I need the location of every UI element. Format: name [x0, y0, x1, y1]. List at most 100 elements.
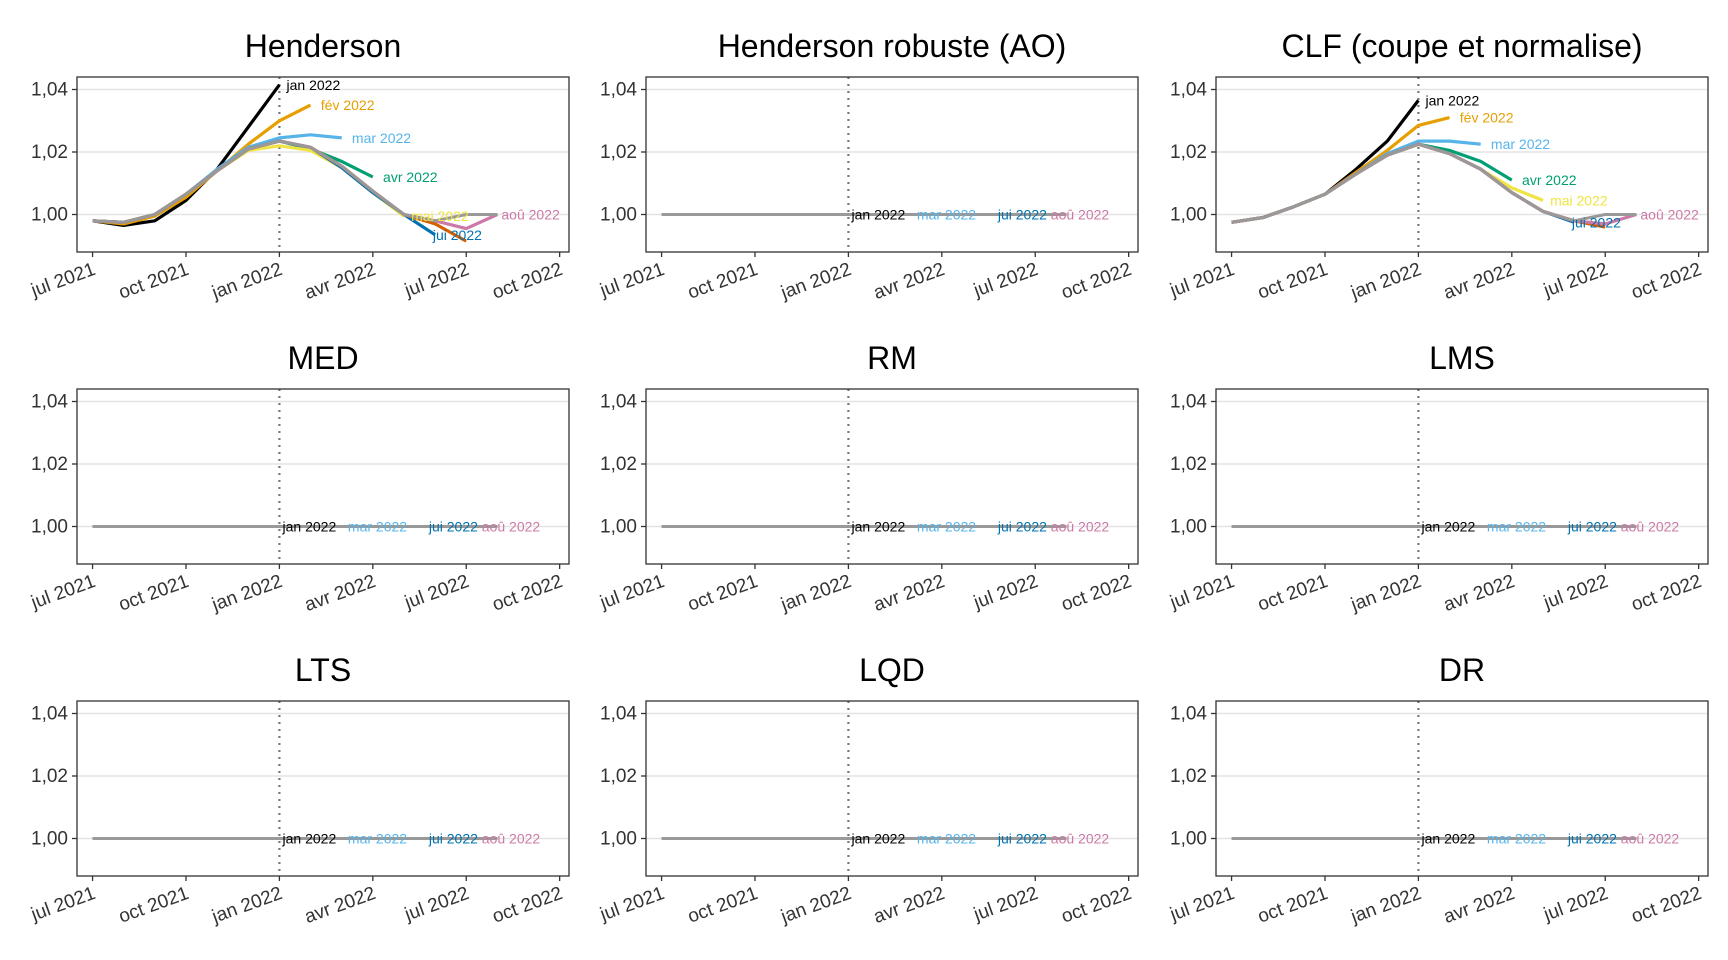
- x-tick-label: oct 2021: [116, 883, 192, 928]
- series-label: fév 2022: [321, 97, 375, 113]
- x-tick-label: oct 2021: [685, 883, 761, 928]
- x-tick-label: jan 2022: [777, 883, 854, 928]
- x-tick-label: avr 2022: [871, 571, 948, 616]
- x-tick-label: avr 2022: [1441, 883, 1518, 928]
- series-label: aoû 2022: [501, 207, 560, 223]
- y-tick-label: 1,02: [31, 766, 68, 787]
- x-tick-label: oct 2022: [1059, 259, 1135, 304]
- series-label: mai 2022: [1550, 192, 1608, 208]
- panel-frame: [1215, 388, 1709, 565]
- panel-frame: [76, 388, 570, 565]
- series-label: mar 2022: [1487, 519, 1546, 535]
- series-label: jui 2022: [997, 519, 1047, 535]
- series-line: [92, 139, 467, 243]
- x-tick-label: oct 2022: [490, 883, 566, 928]
- series-label: jui 2022: [1571, 214, 1621, 230]
- series-label: fév 2022: [1460, 110, 1514, 126]
- series-label: aoû 2022: [482, 831, 541, 847]
- y-tick-label: 1,02: [31, 454, 68, 475]
- x-tick-label: jan 2022: [208, 259, 285, 304]
- series-label: jan 2022: [851, 207, 906, 223]
- y-tick-label: 1,02: [31, 142, 68, 163]
- series-label: aoû 2022: [482, 519, 541, 535]
- series-label: jui 2022: [432, 227, 482, 243]
- x-tick-label: avr 2022: [871, 883, 948, 928]
- series-label: mai 2022: [411, 208, 469, 224]
- x-tick-label: jul 2021: [1167, 259, 1238, 302]
- series-label: jan 2022: [1421, 519, 1476, 535]
- panel-henderson: Henderson 1,00 1,02 1,04 jul 2021 oct 2021 jan…: [28, 28, 570, 304]
- y-tick-label: 1,00: [1170, 517, 1207, 538]
- series-label: avr 2022: [1522, 172, 1577, 188]
- series-label: mar 2022: [1491, 136, 1550, 152]
- series-label: mar 2022: [1487, 831, 1546, 847]
- panel-henderson-robuste-ao: Henderson robuste (AO) 1,00 1,02 1,04 jul 20…: [597, 28, 1139, 304]
- panel-frame: [645, 700, 1139, 877]
- panel-frame: [76, 700, 570, 877]
- x-tick-label: jul 2022: [401, 571, 472, 614]
- panel-dr: DR 1,00 1,02 1,04 jul 2021 oct 2021 jan 2022 av…: [1167, 652, 1709, 928]
- series-label: jan 2022: [282, 831, 337, 847]
- x-tick-label: jul 2022: [401, 883, 472, 926]
- x-tick-label: jul 2022: [1540, 883, 1611, 926]
- x-tick-label: jul 2022: [401, 259, 472, 302]
- series-label: mar 2022: [917, 519, 976, 535]
- x-tick-label: jul 2021: [28, 259, 99, 302]
- series-label: aoû 2022: [1051, 519, 1110, 535]
- y-tick-label: 1,04: [1170, 704, 1207, 725]
- x-tick-label: jul 2022: [1540, 259, 1611, 302]
- x-tick-label: jul 2022: [970, 883, 1041, 926]
- panel-title: MED: [287, 340, 358, 376]
- y-tick-label: 1,04: [600, 392, 637, 413]
- y-tick-label: 1,04: [31, 392, 68, 413]
- x-tick-label: jul 2021: [597, 259, 668, 302]
- x-tick-label: jul 2022: [1540, 571, 1611, 614]
- y-tick-label: 1,04: [1170, 392, 1207, 413]
- y-tick-label: 1,02: [1170, 454, 1207, 475]
- series-label: jui 2022: [1567, 831, 1617, 847]
- y-tick-label: 1,00: [600, 829, 637, 850]
- x-tick-label: oct 2021: [116, 571, 192, 616]
- x-tick-label: jan 2022: [777, 571, 854, 616]
- x-tick-label: oct 2022: [1629, 883, 1705, 928]
- series-label: mar 2022: [348, 519, 407, 535]
- y-tick-label: 1,04: [31, 80, 68, 101]
- x-tick-label: jan 2022: [208, 571, 285, 616]
- y-tick-label: 1,00: [1170, 205, 1207, 226]
- series-line: [92, 103, 312, 226]
- series-line: [92, 83, 281, 227]
- x-tick-label: oct 2021: [1255, 883, 1331, 928]
- panel-title: Henderson: [245, 28, 402, 64]
- series-label: jui 2022: [997, 207, 1047, 223]
- y-tick-label: 1,04: [600, 704, 637, 725]
- panel-frame: [645, 76, 1139, 253]
- x-tick-label: oct 2021: [116, 259, 192, 304]
- x-tick-label: jul 2021: [1167, 883, 1238, 926]
- x-tick-label: avr 2022: [1441, 259, 1518, 304]
- panel-med: MED 1,00 1,02 1,04 jul 2021 oct 2021 jan 2022 a…: [28, 340, 570, 616]
- x-tick-label: jul 2022: [970, 259, 1041, 302]
- series-line: [92, 139, 436, 237]
- x-tick-label: jan 2022: [777, 259, 854, 304]
- x-tick-label: oct 2021: [685, 571, 761, 616]
- series-label: jan 2022: [1421, 831, 1476, 847]
- panel-title: CLF (coupe et normalise): [1281, 28, 1642, 64]
- x-tick-label: jan 2022: [1347, 883, 1424, 928]
- y-tick-label: 1,04: [1170, 80, 1207, 101]
- x-tick-label: jul 2022: [970, 571, 1041, 614]
- x-tick-label: jul 2021: [1167, 571, 1238, 614]
- y-tick-label: 1,00: [600, 517, 637, 538]
- x-tick-label: oct 2022: [490, 571, 566, 616]
- x-tick-label: avr 2022: [302, 571, 379, 616]
- y-tick-label: 1,00: [31, 517, 68, 538]
- series-label: jui 2022: [428, 831, 478, 847]
- series-label: aoû 2022: [1621, 519, 1680, 535]
- y-tick-label: 1,00: [1170, 829, 1207, 850]
- panel-title: LMS: [1429, 340, 1495, 376]
- series-label: jan 2022: [282, 519, 337, 535]
- x-tick-label: jan 2022: [1347, 571, 1424, 616]
- x-tick-label: oct 2022: [1629, 259, 1705, 304]
- y-tick-label: 1,04: [31, 704, 68, 725]
- x-tick-label: avr 2022: [302, 883, 379, 928]
